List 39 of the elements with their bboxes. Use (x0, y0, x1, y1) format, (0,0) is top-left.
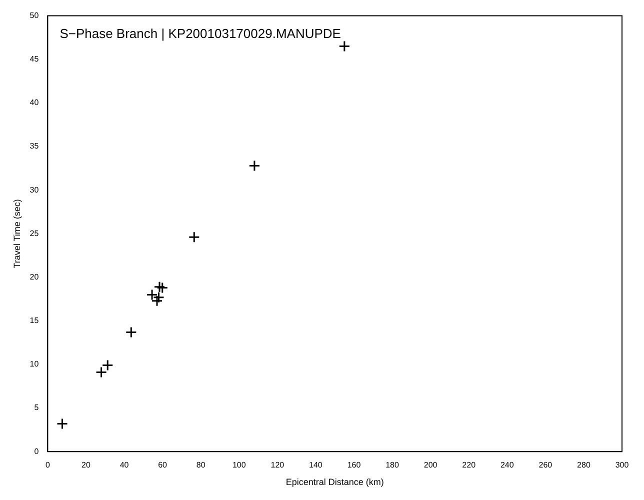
point (96, 366, 108, 378)
point (154, 281, 166, 293)
y-tick-label: 35 (30, 142, 40, 151)
point (338, 40, 350, 52)
x-tick-label: 40 (120, 460, 130, 470)
x-tick-label: 280 (577, 460, 591, 470)
y-axis-title: Travel Time (sec) (12, 199, 22, 268)
x-tick-label: 100 (232, 460, 246, 470)
y-tick-label: 50 (30, 11, 40, 20)
point (188, 231, 200, 243)
y-tick-label: 30 (30, 185, 40, 194)
point (56, 418, 68, 430)
x-tick-label: 200 (424, 460, 438, 470)
x-axis-title: Epicentral Distance (km) (286, 477, 384, 488)
y-tick-label: 40 (30, 98, 40, 108)
x-tick-label: 220 (462, 460, 476, 470)
x-tick-label: 180 (386, 460, 400, 470)
y-tick-label: 20 (30, 272, 40, 282)
x-tick-label: 20 (82, 460, 91, 470)
x-tick-label: 80 (196, 460, 206, 470)
x-tick-label: 260 (538, 460, 553, 470)
x-tick-label: 300 (615, 460, 630, 470)
text: S−Phase Branch | KP200103170029.MANUPDE (60, 26, 342, 41)
y-tick-label: 45 (30, 54, 40, 64)
x-tick-label: 140 (309, 460, 323, 470)
y-tick-label: 0 (34, 446, 40, 456)
y-tick-label: 25 (30, 228, 40, 238)
point (102, 360, 114, 372)
y-tick-label: 5 (34, 403, 40, 412)
x-tick-label: 160 (347, 460, 362, 470)
point (125, 326, 137, 338)
point (156, 282, 168, 294)
x-tick-label: 60 (158, 460, 168, 470)
x-tick-label: 120 (270, 460, 285, 470)
x-tick-label: 240 (500, 460, 514, 470)
x-tick-label: 0 (45, 460, 50, 470)
y-tick-label: 15 (30, 316, 40, 326)
y-tick-label: 10 (30, 360, 40, 369)
point (248, 160, 260, 172)
